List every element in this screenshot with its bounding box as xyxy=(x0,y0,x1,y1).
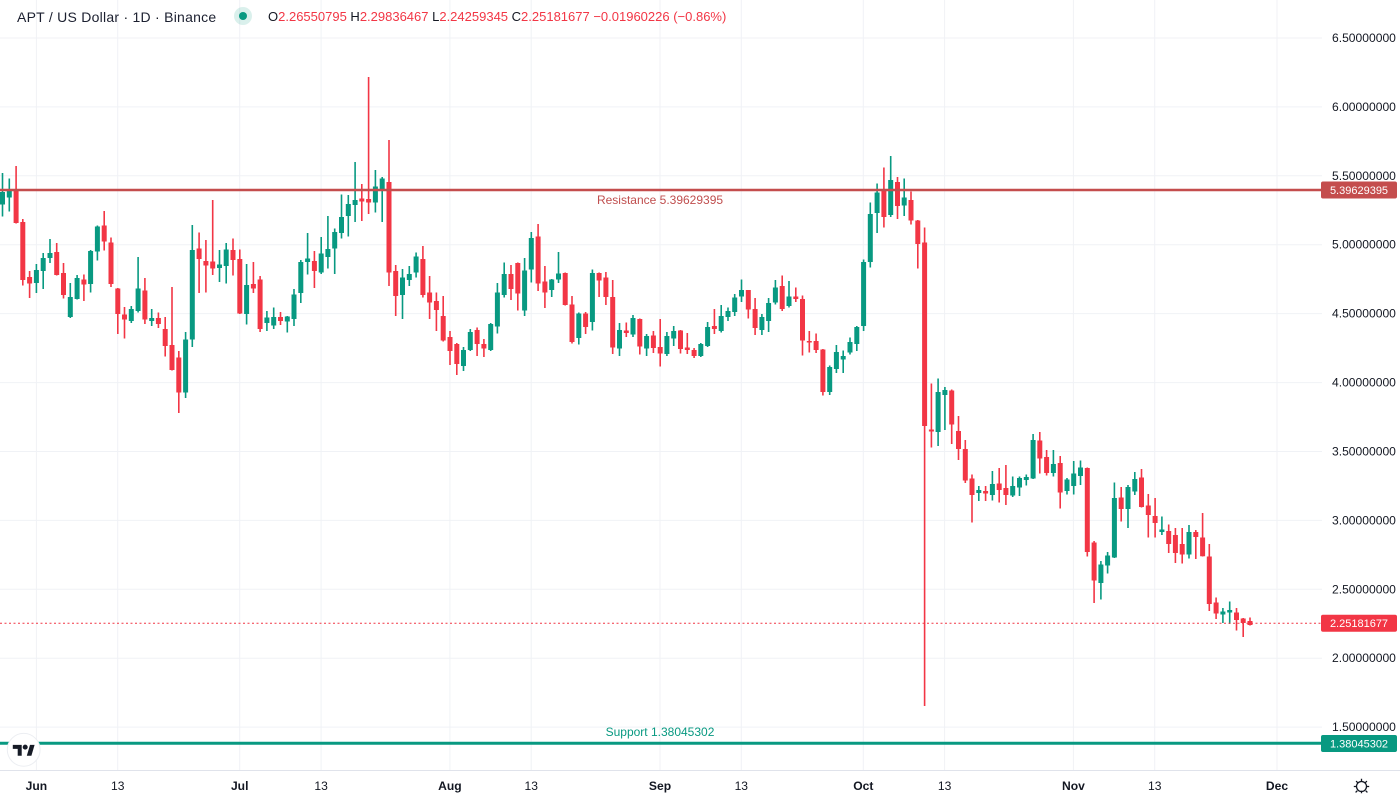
svg-text:4.50000000: 4.50000000 xyxy=(1332,307,1396,321)
svg-text:2.00000000: 2.00000000 xyxy=(1332,651,1396,665)
svg-text:Resistance 5.39629395: Resistance 5.39629395 xyxy=(597,193,723,207)
svg-text:Jul: Jul xyxy=(231,779,248,793)
svg-text:13: 13 xyxy=(524,779,538,793)
svg-text:3.00000000: 3.00000000 xyxy=(1332,513,1396,527)
svg-text:Support 1.38045302: Support 1.38045302 xyxy=(606,725,715,739)
svg-text:Oct: Oct xyxy=(853,779,873,793)
svg-text:Nov: Nov xyxy=(1062,779,1085,793)
svg-text:5.39629395: 5.39629395 xyxy=(1330,185,1388,197)
svg-text:13: 13 xyxy=(938,779,952,793)
svg-text:1.38045302: 1.38045302 xyxy=(1330,739,1388,751)
svg-text:2.50000000: 2.50000000 xyxy=(1332,582,1396,596)
svg-text:5.00000000: 5.00000000 xyxy=(1332,238,1396,252)
svg-text:Jun: Jun xyxy=(26,779,48,793)
svg-text:2.25181677: 2.25181677 xyxy=(1330,618,1388,630)
svg-text:3.50000000: 3.50000000 xyxy=(1332,445,1396,459)
svg-text:13: 13 xyxy=(314,779,328,793)
svg-text:Sep: Sep xyxy=(649,779,671,793)
svg-text:1.50000000: 1.50000000 xyxy=(1332,720,1396,734)
svg-text:13: 13 xyxy=(735,779,749,793)
svg-text:Dec: Dec xyxy=(1266,779,1288,793)
svg-text:13: 13 xyxy=(1148,779,1162,793)
svg-text:4.00000000: 4.00000000 xyxy=(1332,376,1396,390)
svg-text:13: 13 xyxy=(111,779,125,793)
svg-text:5.50000000: 5.50000000 xyxy=(1332,169,1396,183)
svg-text:Aug: Aug xyxy=(438,779,462,793)
svg-text:6.50000000: 6.50000000 xyxy=(1332,31,1396,45)
svg-text:6.00000000: 6.00000000 xyxy=(1332,100,1396,114)
